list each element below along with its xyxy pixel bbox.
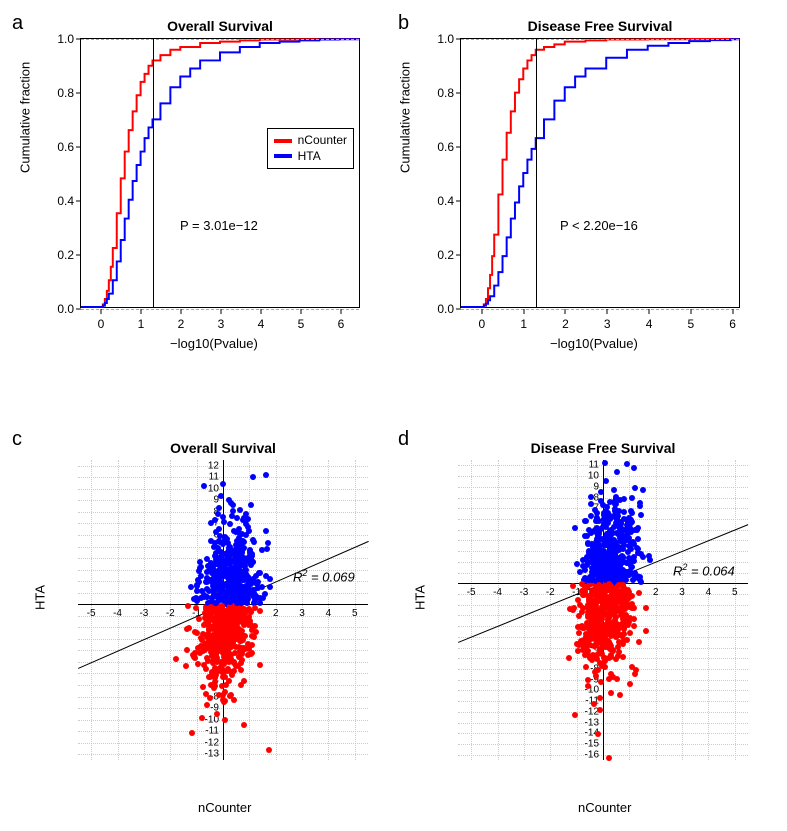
panel-c-plot: -5-4-3-2-112345-13-12-11-10-9-8-7-6-5-4-…: [78, 460, 368, 760]
legend-swatch-hta: [274, 154, 292, 158]
r2-value: 0.064: [702, 563, 735, 578]
panel-d-title: Disease Free Survival: [458, 440, 748, 456]
panel-d-r2: R2 = 0.064: [673, 562, 735, 578]
panel-a-title: Overall Survival: [80, 18, 360, 34]
panel-b-title: Disease Free Survival: [460, 18, 740, 34]
r2-value: 0.069: [322, 569, 355, 584]
panel-b-xlabel: −log10(Pvalue): [550, 336, 638, 351]
panel-b-ylabel: Cumulative fraction: [398, 62, 413, 173]
panel-a-pvalue: P = 3.01e−12: [180, 218, 258, 233]
panel-d-plot: -5-4-3-2-112345-16-15-14-13-12-11-10-9-8…: [458, 460, 748, 760]
panel-c-xlabel: nCounter: [198, 800, 251, 815]
panel-a-ylabel: Cumulative fraction: [18, 62, 33, 173]
panel-a-plot: 01234560.00.20.40.60.81.0: [80, 38, 360, 308]
legend-row: nCounter: [274, 133, 347, 149]
panel-a-label: a: [12, 12, 23, 35]
panel-c-ylabel: HTA: [33, 585, 48, 610]
panel-a-legend: nCounter HTA: [267, 128, 354, 169]
panel-b-pvalue: P < 2.20e−16: [560, 218, 638, 233]
panel-d-ylabel: HTA: [413, 585, 428, 610]
panel-a-xlabel: −log10(Pvalue): [170, 336, 258, 351]
panel-b-label: b: [398, 12, 409, 35]
legend-swatch-ncounter: [274, 139, 292, 143]
panel-d-xlabel: nCounter: [578, 800, 631, 815]
legend-label: nCounter: [298, 133, 347, 149]
panel-c-title: Overall Survival: [78, 440, 368, 456]
legend-label: HTA: [298, 149, 321, 165]
legend-row: HTA: [274, 149, 347, 165]
panel-c-r2: R2 = 0.069: [293, 568, 355, 584]
figure-root: a b c d Overall Survival 01234560.00.20.…: [0, 0, 787, 831]
panel-c-label: c: [12, 428, 22, 451]
panel-d-label: d: [398, 428, 409, 451]
panel-b-plot: 01234560.00.20.40.60.81.0: [460, 38, 740, 308]
